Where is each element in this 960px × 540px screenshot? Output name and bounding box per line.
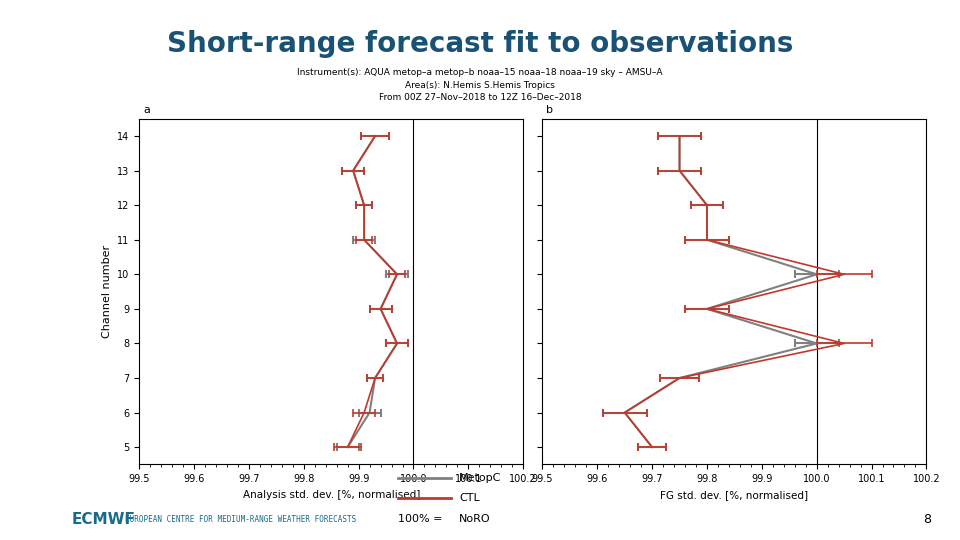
X-axis label: FG std. dev. [%, normalised]: FG std. dev. [%, normalised] <box>660 490 808 500</box>
Text: 8: 8 <box>924 513 931 526</box>
Text: Instrument(s): AQUA metop–a metop–b noaa–15 noaa–18 noaa–19 sky – AMSU–A: Instrument(s): AQUA metop–a metop–b noaa… <box>298 69 662 77</box>
Text: Area(s): N.Hemis S.Hemis Tropics: Area(s): N.Hemis S.Hemis Tropics <box>405 81 555 90</box>
Text: EUROPEAN CENTRE FOR MEDIUM-RANGE WEATHER FORECASTS: EUROPEAN CENTRE FOR MEDIUM-RANGE WEATHER… <box>125 515 356 524</box>
Text: ECMWF: ECMWF <box>72 512 136 527</box>
X-axis label: Analysis std. dev. [%, normalised]: Analysis std. dev. [%, normalised] <box>243 490 420 500</box>
Text: CTL: CTL <box>459 494 480 503</box>
Text: 100% =: 100% = <box>398 514 443 524</box>
Text: MetopC: MetopC <box>459 473 501 483</box>
Text: a: a <box>143 105 150 116</box>
Text: b: b <box>546 105 553 116</box>
Text: NoRO: NoRO <box>459 514 491 524</box>
Text: From 00Z 27–Nov–2018 to 12Z 16–Dec–2018: From 00Z 27–Nov–2018 to 12Z 16–Dec–2018 <box>378 93 582 102</box>
Y-axis label: Channel number: Channel number <box>102 245 111 338</box>
Text: Short-range forecast fit to observations: Short-range forecast fit to observations <box>167 30 793 58</box>
